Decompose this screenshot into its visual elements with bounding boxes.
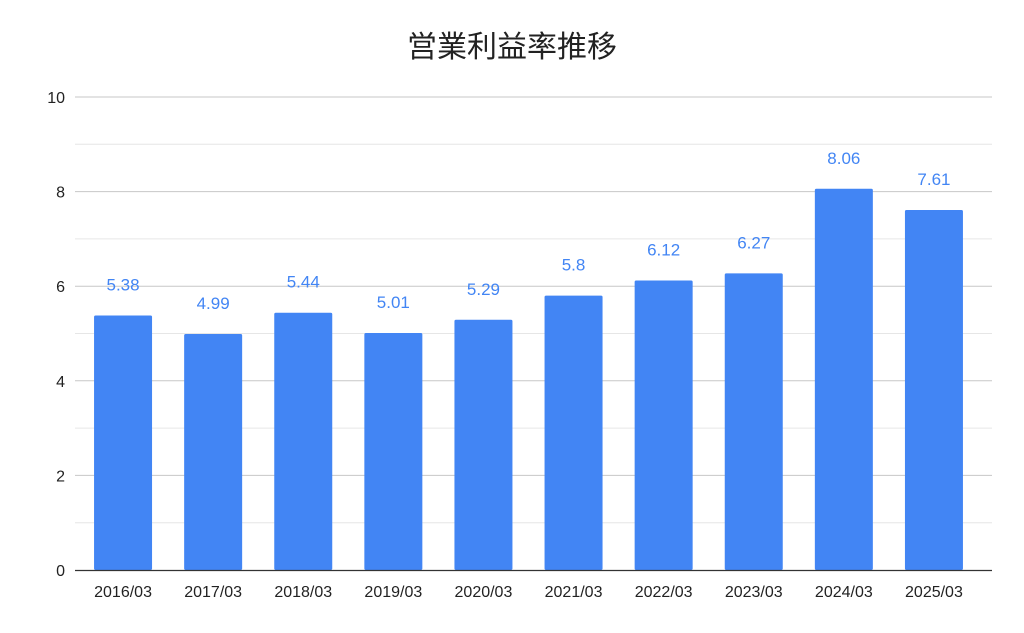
x-tick-label: 2020/03 xyxy=(455,584,513,601)
x-tick-label: 2023/03 xyxy=(725,584,783,601)
bar-2021-03 xyxy=(544,295,603,570)
x-tick-label: 2024/03 xyxy=(815,584,873,601)
y-tick-label: 4 xyxy=(56,374,65,391)
x-tick-label: 2018/03 xyxy=(274,584,332,601)
data-label: 5.01 xyxy=(377,293,410,312)
x-tick-label: 2017/03 xyxy=(184,584,242,601)
y-tick-label: 10 xyxy=(47,90,65,107)
data-labels: 5.38 4.99 5.44 5.01 5.29 5.8 6.12 6.27 8.06 7.61 xyxy=(107,149,951,313)
data-label: 5.29 xyxy=(467,280,500,299)
data-label: 8.06 xyxy=(827,149,860,168)
bar-2023-03 xyxy=(724,273,783,570)
y-tick-label: 6 xyxy=(56,279,65,296)
data-label: 6.27 xyxy=(737,233,770,252)
bar-2017-03 xyxy=(184,333,243,570)
data-label: 5.44 xyxy=(287,273,320,292)
data-label: 6.12 xyxy=(647,241,680,260)
data-label: 4.99 xyxy=(197,294,230,313)
y-tick-label: 2 xyxy=(56,468,65,485)
data-label: 7.61 xyxy=(917,170,950,189)
chart-title: 営業利益率推移 xyxy=(407,30,617,65)
x-tick-label: 2019/03 xyxy=(364,584,422,601)
x-tick-label: 2022/03 xyxy=(635,584,693,601)
y-tick-label: 8 xyxy=(56,185,65,202)
x-tick-label: 2016/03 xyxy=(94,584,152,601)
x-axis-ticks: 2016/03 2017/03 2018/03 2019/03 2020/03 2021/… xyxy=(94,584,963,601)
data-label: 5.38 xyxy=(107,276,140,295)
bar-2025-03 xyxy=(904,210,963,570)
bar-2022-03 xyxy=(634,280,693,570)
x-tick-label: 2025/03 xyxy=(905,584,963,601)
x-tick-label: 2021/03 xyxy=(545,584,603,601)
y-axis-ticks: 0 2 4 6 8 10 xyxy=(47,90,65,580)
bar-2024-03 xyxy=(814,188,873,570)
bars xyxy=(94,188,963,570)
bar-2020-03 xyxy=(454,319,513,570)
data-label: 5.8 xyxy=(562,256,586,275)
bar-2016-03 xyxy=(94,315,153,570)
y-tick-label: 0 xyxy=(56,563,65,580)
bar-2019-03 xyxy=(364,333,423,570)
bar-2018-03 xyxy=(274,312,333,570)
